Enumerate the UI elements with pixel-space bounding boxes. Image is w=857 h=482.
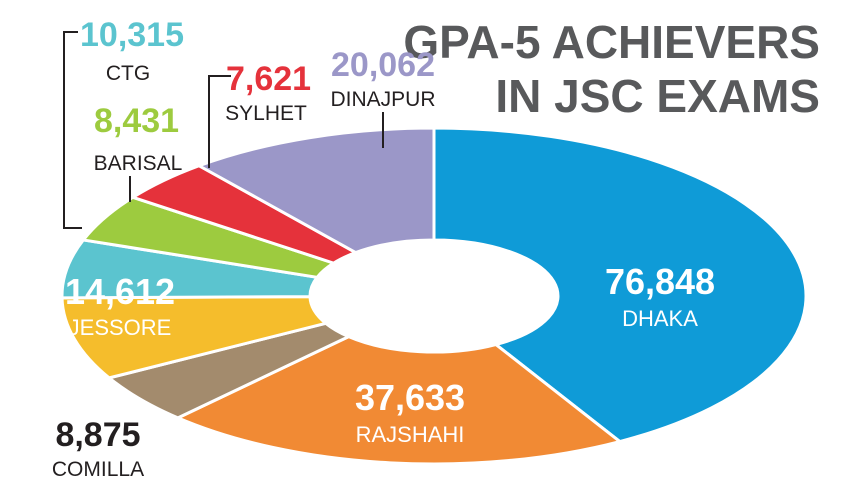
name-label-jessore: JESSORE (69, 315, 172, 340)
slice-dinajpur (197, 126, 436, 255)
leader-line-ctg (63, 31, 82, 229)
slice-dhaka (432, 126, 808, 444)
value-label-barisal: 8,431 (94, 102, 179, 140)
title-line-1: GPA-5 ACHIEVERS (403, 16, 820, 68)
name-label-sylhet: SYLHET (225, 102, 307, 125)
name-label-rajshahi: RAJSHAHI (356, 422, 465, 447)
value-label-sylhet: 7,621 (226, 60, 311, 98)
title-line-2: IN JSC EXAMS (495, 70, 820, 122)
value-label-rajshahi: 37,633 (355, 377, 465, 418)
name-label-dinajpur: DINAJPUR (330, 88, 435, 111)
value-label-comilla: 8,875 (55, 416, 140, 454)
name-label-ctg: CTG (106, 62, 150, 85)
value-label-jessore: 14,612 (65, 271, 175, 312)
name-label-barisal: BARISAL (94, 152, 183, 175)
leader-line-sylhet (208, 75, 231, 168)
value-label-dinajpur: 20,062 (331, 46, 435, 84)
name-label-dhaka: DHAKA (622, 306, 698, 331)
value-label-dhaka: 76,848 (605, 261, 715, 302)
slice-jessore (60, 295, 328, 380)
slice-rajshahi (176, 335, 622, 466)
value-label-ctg: 10,315 (80, 16, 184, 54)
name-label-comilla: COMILLA (52, 458, 144, 481)
